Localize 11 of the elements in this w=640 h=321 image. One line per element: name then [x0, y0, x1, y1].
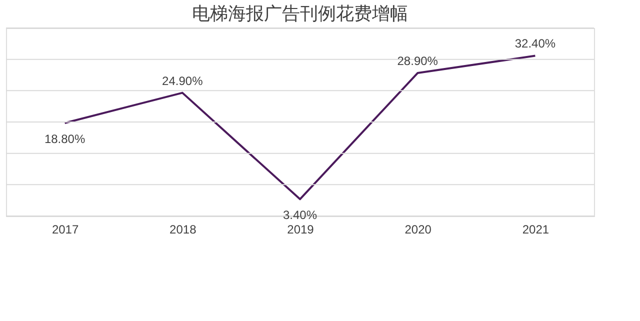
x-tick-label: 2019	[287, 222, 314, 236]
data-label: 32.40%	[514, 36, 556, 51]
data-label: 24.90%	[162, 74, 204, 88]
x-tick-label: 2021	[522, 222, 550, 236]
data-label: 28.90%	[397, 54, 438, 68]
x-tick-label: 2018	[170, 222, 197, 236]
chart-title: 电梯海报广告刊例花费增幅	[192, 4, 408, 24]
data-label: 3.40%	[282, 208, 318, 222]
x-tick-label: 2020	[404, 222, 432, 236]
x-tick-label: 2017	[52, 222, 79, 236]
data-label: 18.80%	[44, 132, 86, 146]
